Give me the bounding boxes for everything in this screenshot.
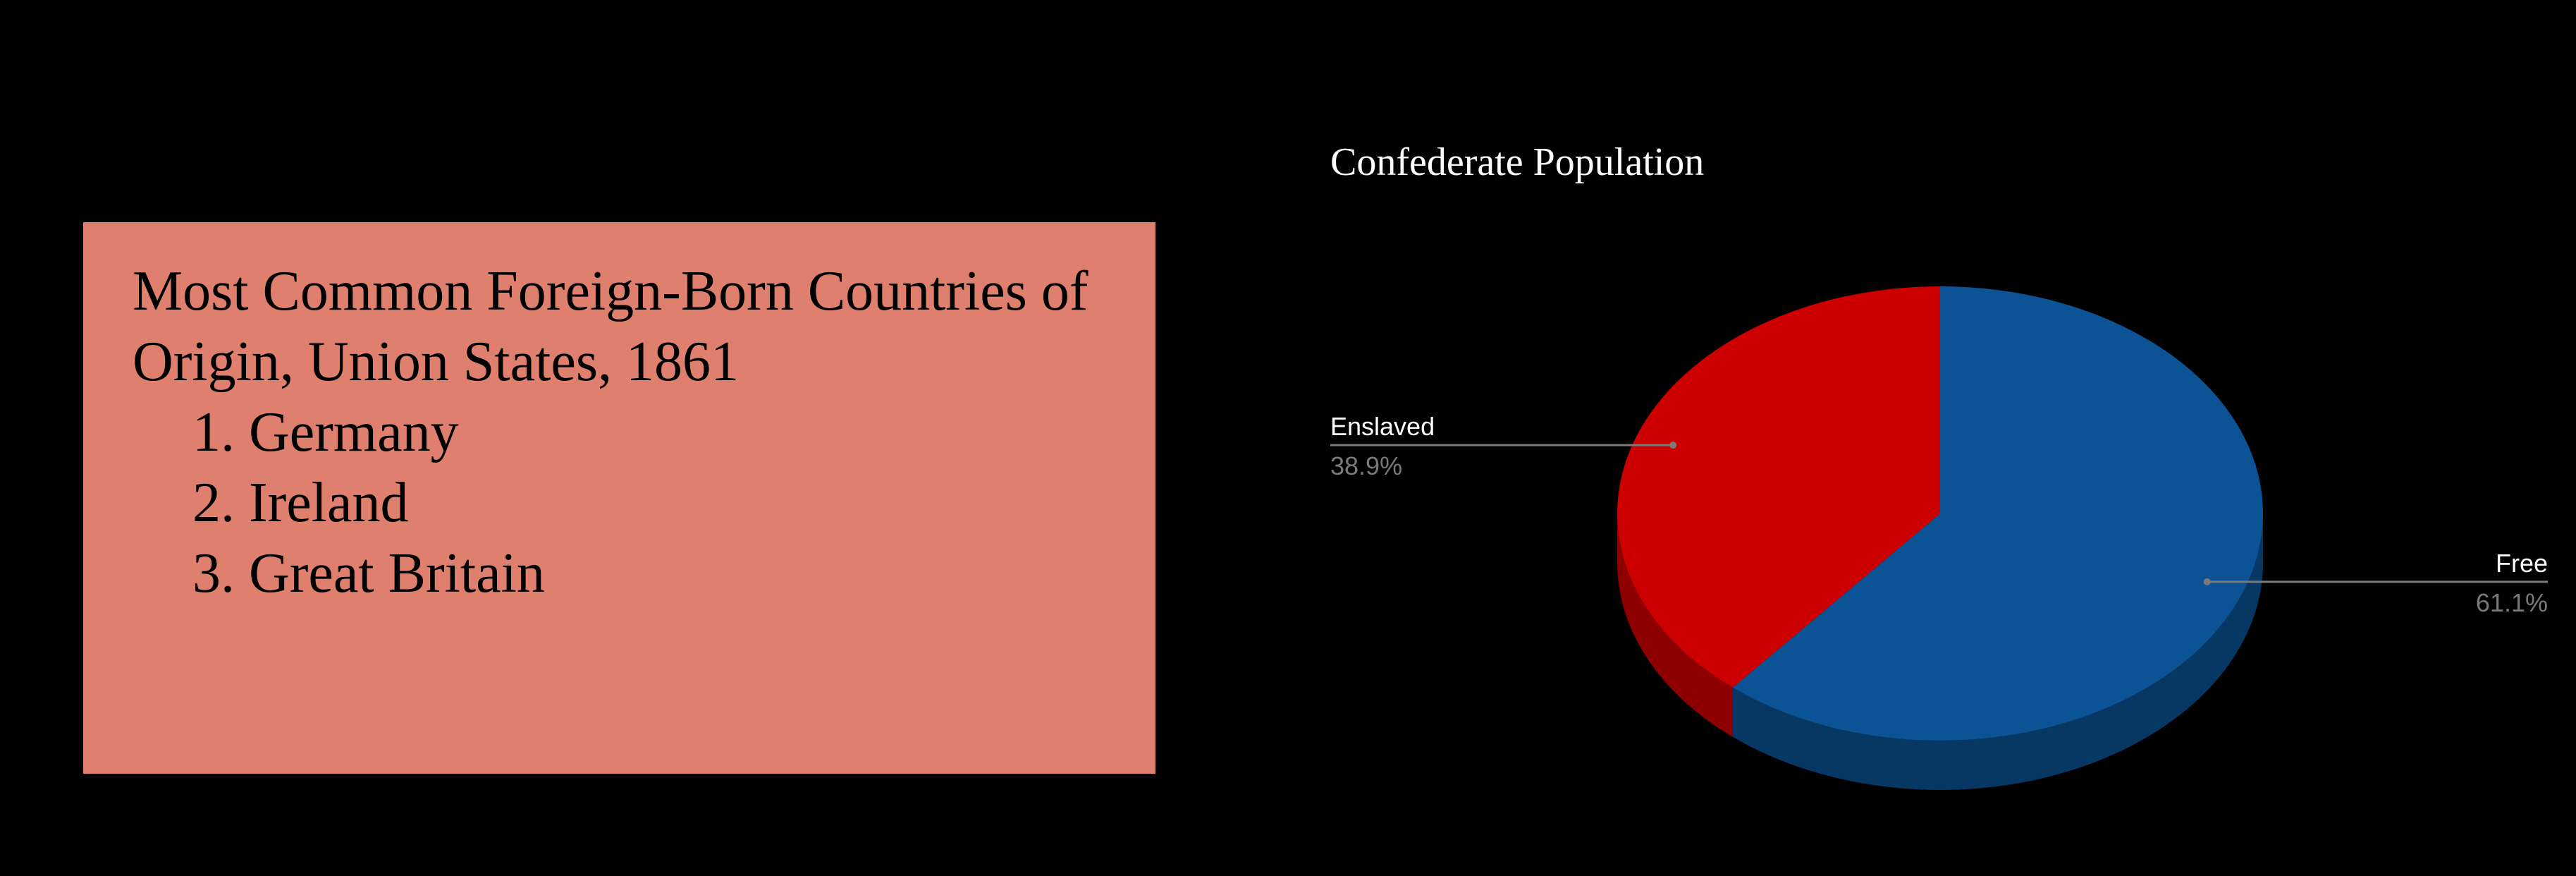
list-item: 2. Ireland bbox=[133, 468, 1106, 538]
chart-title: Confederate Population bbox=[1330, 140, 1704, 184]
info-box-title: Most Common Foreign-Born Countries of Or… bbox=[133, 260, 1088, 393]
list-item: 3. Great Britain bbox=[133, 538, 1106, 609]
list-item-number: 1. bbox=[192, 401, 235, 463]
pie-side-enslaved bbox=[1617, 513, 1733, 737]
info-box: Most Common Foreign-Born Countries of Or… bbox=[83, 222, 1155, 774]
list-item: 1. Germany bbox=[133, 397, 1106, 468]
leader-dot-free bbox=[2203, 578, 2211, 585]
pie-tops bbox=[1617, 286, 2264, 741]
list-item-number: 2. bbox=[192, 472, 235, 534]
slice-label-free: Free bbox=[2496, 549, 2548, 578]
pie-slice-free bbox=[1732, 286, 2264, 741]
list-item-label: Germany bbox=[249, 401, 459, 463]
pie-slice-enslaved bbox=[1617, 286, 1940, 688]
pie-side-free bbox=[1732, 513, 2263, 790]
country-list: 1. Germany 2. Ireland 3. Great Britain bbox=[133, 397, 1106, 609]
leader-dot-enslaved bbox=[1669, 442, 1677, 449]
slice-percent-enslaved: 38.9% bbox=[1330, 451, 1402, 480]
pie-sides bbox=[1617, 513, 2263, 790]
list-item-label: Great Britain bbox=[249, 542, 545, 604]
list-item-label: Ireland bbox=[249, 472, 409, 534]
pie-labels: Free 61.1% Enslaved 38.9% bbox=[1330, 412, 2548, 617]
slice-label-enslaved: Enslaved bbox=[1330, 412, 1435, 441]
list-item-number: 3. bbox=[192, 542, 235, 604]
slice-percent-free: 61.1% bbox=[2476, 588, 2548, 617]
